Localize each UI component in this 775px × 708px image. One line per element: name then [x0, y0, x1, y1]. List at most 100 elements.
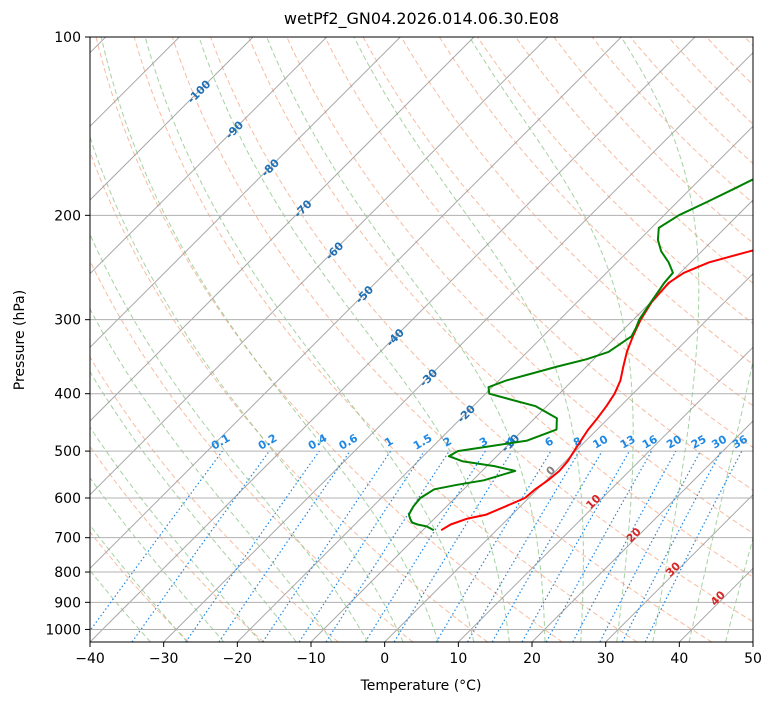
y-tick-label: 800: [54, 565, 81, 581]
isotherm-line: [0, 37, 32, 642]
moist-adiabat-line: [688, 358, 753, 642]
dry-adiabat-line: [438, 37, 753, 366]
mixing-ratio-label: 25: [689, 433, 709, 452]
mixing-ratio-label: 16: [640, 432, 660, 451]
plot-frame: [89, 36, 754, 643]
moist-adiabat-line: [198, 37, 510, 642]
dry-adiabat-line: [553, 37, 753, 244]
x-tick-label: 0: [380, 651, 389, 667]
x-tick-label: 40: [670, 651, 688, 667]
dry-adiabat-line: [400, 37, 753, 407]
dry-adiabat-line: [95, 37, 563, 642]
x-tick-label: 30: [597, 651, 615, 667]
dry-adiabat-label: -100: [185, 77, 214, 106]
isotherm-line: [90, 37, 622, 570]
dry-adiabat-line: [515, 37, 753, 284]
isotherm-line: [236, 125, 753, 642]
moist-adiabat-line: [90, 232, 369, 642]
mixing-ratio-label: 30: [709, 432, 729, 451]
plot-area: 0.1 0.2 0.4 0.6 1 1.5 2 3 4 6 8 10 13 16 20 25 30 36-100-…: [0, 37, 753, 642]
temperature-profile-line: [440, 249, 753, 532]
isotherm-line: [531, 420, 753, 642]
dry-adiabat-label: -90: [223, 118, 246, 141]
moist-adiabat-line: [90, 524, 188, 642]
moist-adiabat-label: 30: [663, 559, 683, 579]
isotherm-line: [90, 37, 549, 496]
y-tick-label: 600: [54, 491, 81, 507]
moist-adiabat-line: [725, 536, 753, 642]
mixing-ratio-line: [131, 450, 270, 642]
mixing-ratio-label: 0.2: [256, 432, 279, 453]
dry-adiabat-label: -80: [259, 156, 282, 179]
y-tick-label: 900: [54, 595, 81, 611]
mixing-ratio-line: [599, 450, 702, 642]
x-tick-label: −30: [149, 651, 179, 667]
mixing-ratio-line: [644, 450, 743, 642]
dry-adiabat-label: -20: [455, 402, 478, 425]
dry-adiabat-line: [362, 37, 753, 449]
dry-adiabat-label: -70: [291, 197, 314, 220]
moist-adiabat-line: [100, 37, 439, 642]
moist-adiabat-line: [620, 37, 700, 642]
chart-title: wetPf2_GN04.2026.014.06.30.E08: [283, 9, 560, 28]
mixing-ratio-line: [572, 450, 677, 642]
y-tick-label: 100: [54, 30, 81, 46]
isotherm-line: [457, 346, 753, 642]
mixing-ratio-line: [218, 450, 351, 642]
mixing-ratio-label: 20: [664, 432, 684, 451]
moist-adiabat-line: [90, 476, 225, 642]
y-tick-label: 700: [54, 531, 81, 547]
mixing-ratio-line: [545, 450, 653, 642]
mixing-ratio-line: [90, 450, 223, 632]
y-tick-label: 500: [54, 444, 81, 460]
mixing-ratio-label: 1.5: [411, 432, 434, 453]
dry-adiabat-line: [668, 37, 753, 125]
axis-ticks: −40 −30 −20 −10 0 10 20 30 40 5010020030040050060…: [45, 30, 762, 667]
x-tick-label: −20: [223, 651, 253, 667]
moist-adiabat-line: [353, 37, 584, 642]
dry-adiabat-line: [90, 356, 339, 642]
mixing-ratio-line: [185, 450, 320, 642]
mixing-ratio-line: [435, 450, 552, 642]
dry-adiabat-line: [210, 37, 753, 623]
mixing-ratio-label: 10: [591, 432, 611, 451]
x-tick-label: 50: [744, 651, 762, 667]
mixing-ratio-line: [521, 450, 631, 642]
dry-adiabat-line: [744, 37, 753, 47]
moist-adiabat-label: 20: [624, 525, 644, 545]
x-axis-label: Temperature (°C): [360, 678, 482, 694]
dry-adiabat-line: [706, 37, 753, 86]
dry-adiabat-label: -40: [384, 326, 407, 349]
y-tick-label: 200: [54, 208, 81, 224]
isotherm-line: [310, 199, 753, 642]
dry-adiabat-line: [591, 37, 753, 204]
mixing-ratio-label: 6: [543, 434, 556, 449]
dry-adiabat-line: [90, 150, 488, 642]
dry-adiabat-line: [133, 37, 638, 642]
moist-adiabat-line: [144, 37, 475, 642]
dry-adiabat-label: -30: [417, 366, 440, 389]
isotherm-line: [90, 37, 475, 422]
x-tick-label: 20: [523, 651, 541, 667]
isotherm-line: [90, 37, 254, 201]
isotherm-line: [90, 37, 328, 275]
dry-adiabat-label: -50: [353, 283, 376, 306]
mixing-ratio-line: [621, 450, 722, 642]
mixing-ratio-label: 36: [730, 432, 750, 451]
isotherm-line: [90, 37, 696, 642]
mixing-ratio-line: [262, 450, 392, 642]
moist-adiabat-line: [469, 37, 634, 642]
y-tick-label: 300: [54, 313, 81, 329]
mixing-ratio-line: [393, 450, 513, 642]
dry-adiabat-line: [90, 259, 414, 642]
mixing-ratio-line: [325, 450, 450, 642]
isotherm-line: [678, 567, 753, 642]
moist-adiabat-label: 10: [583, 492, 603, 512]
dry-adiabat-line: [90, 531, 190, 642]
moist-adiabat-line: [90, 135, 404, 642]
mixing-ratio-label: 1: [382, 435, 395, 450]
moist-adiabat-line: [90, 308, 333, 642]
moist-adiabat-line: [90, 426, 261, 642]
dry-adiabat-line: [171, 37, 712, 642]
